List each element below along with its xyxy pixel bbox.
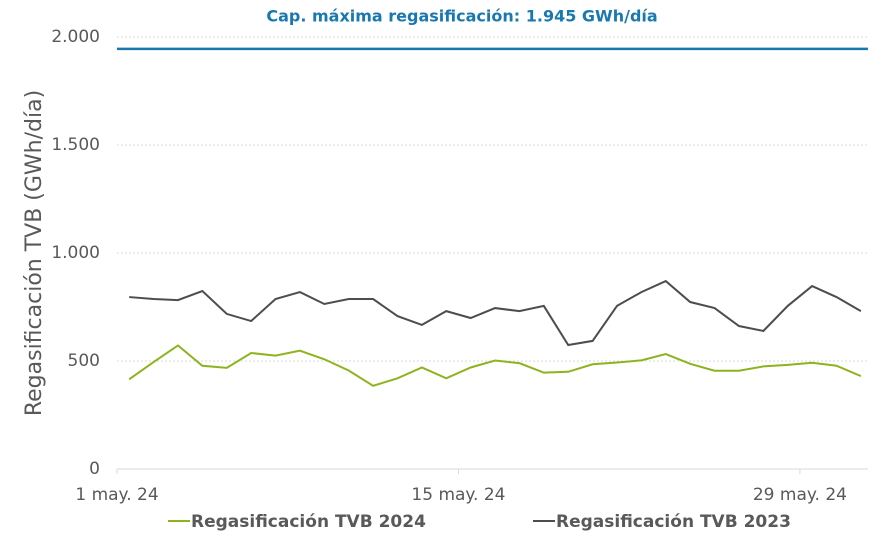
y-tick-label: 0: [89, 459, 100, 479]
series-line: [129, 279, 862, 347]
y-tick-label: 500: [68, 351, 100, 371]
legend-label: Regasificación TVB 2024: [191, 512, 426, 532]
y-tick-label: 1.000: [51, 243, 100, 263]
x-tick-label: 15 may. 24: [411, 485, 505, 505]
x-tick-label: 29 may. 24: [753, 485, 847, 505]
y-tick-label: 2.000: [51, 27, 100, 47]
y-tick-label: 1.500: [51, 135, 100, 155]
y-axis-label: Regasificación TVB (GWh/día): [22, 90, 47, 416]
series-line: [128, 344, 862, 387]
legend-label: Regasificación TVB 2023: [556, 512, 791, 532]
annotation: Cap. máxima regasificación: 1.945 GWh/dí…: [266, 7, 657, 26]
x-tick-label: 1 may. 24: [75, 485, 158, 505]
